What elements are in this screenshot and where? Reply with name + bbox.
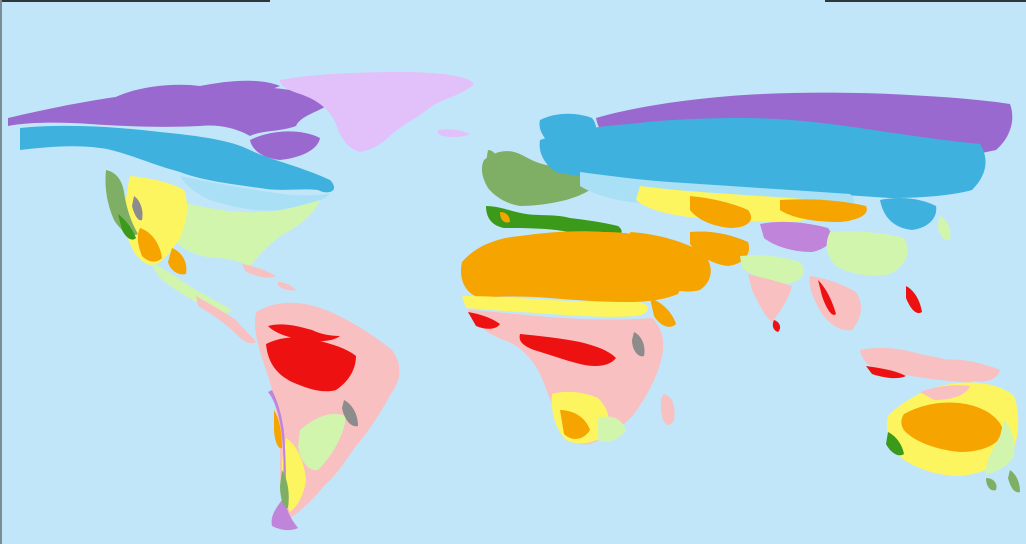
asia-north (539, 92, 1013, 276)
uk-ireland (486, 150, 497, 168)
north-america (8, 80, 335, 344)
tibet (760, 221, 832, 252)
mediterranean-europe (486, 206, 622, 238)
west-africa-coast (468, 312, 500, 329)
chile-south (280, 470, 289, 509)
iceland (438, 129, 470, 137)
sahel (462, 296, 648, 317)
top-frame-line-right (825, 0, 1026, 2)
horn-of-africa (650, 298, 676, 327)
canada-south (180, 176, 330, 211)
japan (938, 216, 951, 241)
sri-lanka (772, 320, 781, 332)
gobi-desert (780, 199, 867, 222)
cuba (242, 264, 276, 278)
india-north (740, 255, 804, 284)
siberia-boreal (539, 118, 986, 198)
brazil-highlands (342, 400, 358, 427)
east-africa-highlands (632, 332, 645, 357)
hispaniola (278, 282, 296, 291)
burma-coast (818, 280, 836, 315)
central-africa (468, 310, 664, 445)
madagascar (660, 394, 675, 425)
central-asia-desert (690, 196, 752, 228)
us-east (169, 200, 320, 266)
south-america (254, 302, 400, 531)
central-america (196, 296, 256, 344)
australia-east (985, 420, 1015, 474)
canada-islands (110, 80, 280, 102)
california (118, 214, 136, 240)
indonesia-rainforest (866, 366, 906, 379)
texas-desert (168, 248, 187, 275)
atacama (274, 410, 282, 449)
amazon-river-band (268, 324, 340, 342)
australia-north (920, 385, 970, 400)
spain-interior (500, 212, 510, 223)
india-south (748, 274, 792, 322)
manchuria (880, 198, 937, 230)
australia-southwest (886, 432, 904, 456)
indonesia (860, 347, 980, 383)
china-east (826, 231, 908, 276)
left-frame-border (0, 0, 2, 544)
southern-brazil (298, 413, 346, 471)
hudson-north (250, 131, 320, 160)
iran-desert (690, 231, 750, 266)
kalahari (560, 410, 590, 439)
new-guinea (940, 359, 1000, 382)
australia (886, 382, 1019, 491)
pacific-northwest (105, 170, 138, 236)
tasmania (986, 478, 997, 491)
us-southwest-desert (137, 228, 162, 262)
greenland (280, 72, 474, 152)
philippines (906, 286, 922, 314)
canada-boreal (20, 125, 335, 193)
africa (460, 231, 683, 445)
canada-arctic (8, 86, 330, 136)
congo-rainforest (519, 334, 616, 366)
south-africa-east (598, 416, 626, 442)
western-europe (481, 151, 600, 206)
sahara (460, 231, 683, 302)
top-frame-line-left (0, 0, 270, 2)
amazon-rainforest (266, 337, 356, 392)
new-zealand (1008, 470, 1020, 493)
rocky-highlands (132, 196, 143, 221)
mexico (150, 262, 232, 313)
australia-desert (901, 402, 1004, 452)
